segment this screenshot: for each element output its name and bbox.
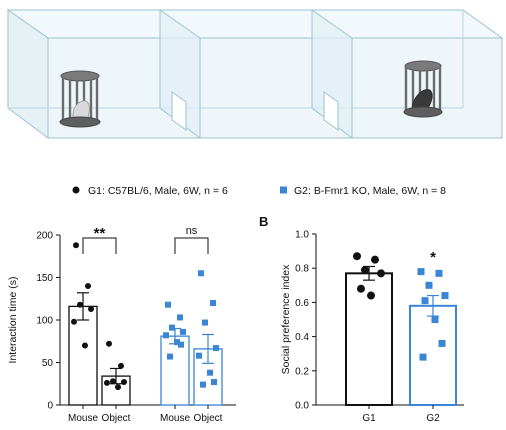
data-point — [88, 305, 94, 312]
y-tick-label: 200 — [36, 231, 53, 242]
data-point — [121, 379, 127, 386]
legend-g2-label: G2: B-Fmr1 KO, Male, 6W, n = 8 — [294, 185, 446, 197]
x-tick-label: Object — [102, 413, 131, 424]
data-point — [180, 328, 186, 335]
legend: G1: C57BL/6, Male, 6W, n = 6 G2: B-Fmr1 … — [72, 185, 446, 197]
apparatus-illustration — [6, 9, 504, 139]
data-point — [82, 342, 88, 349]
y-tick-label: 0.6 — [295, 298, 309, 309]
legend-g2-marker — [280, 186, 287, 194]
y-tick-label: 1.0 — [295, 230, 309, 241]
data-point — [177, 314, 183, 321]
data-point — [211, 379, 217, 386]
data-point — [115, 384, 121, 391]
door-right — [323, 91, 339, 131]
data-point — [357, 284, 365, 293]
y-axis-label: Social preference index — [280, 264, 292, 374]
data-point — [165, 301, 171, 308]
y-axis-label: Interaction time (s) — [7, 277, 19, 364]
apparatus-top-face — [6, 9, 504, 39]
data-point — [196, 352, 202, 359]
significance-label: ** — [94, 225, 106, 242]
panel-letter-b: B — [259, 214, 268, 229]
mouse-in-cage-icon — [411, 89, 433, 109]
significance-label: ns — [186, 225, 198, 237]
y-tick-label: 0.4 — [295, 332, 309, 343]
data-point — [163, 332, 169, 339]
y-tick-label: 0 — [47, 401, 53, 412]
significance-bracket — [174, 237, 209, 254]
data-point — [425, 281, 433, 289]
y-tick-label: 0.0 — [295, 401, 309, 412]
data-point — [106, 340, 112, 347]
x-tick-label: Mouse — [68, 413, 98, 424]
data-point — [178, 341, 184, 348]
apparatus-left-face — [7, 9, 49, 139]
mouse-in-cage-icon — [72, 100, 90, 119]
left-cage-icon — [59, 70, 101, 128]
data-point — [200, 381, 206, 388]
legend-g1-label: G1: C57BL/6, Male, 6W, n = 6 — [88, 185, 228, 197]
y-tick-label: 0.8 — [295, 264, 309, 275]
data-point — [371, 255, 379, 264]
data-point — [367, 291, 375, 300]
significance-label: * — [430, 249, 436, 266]
data-point — [174, 339, 180, 346]
legend-g1-marker — [72, 186, 80, 194]
partition-left — [159, 9, 201, 139]
data-point — [353, 252, 361, 261]
data-point — [438, 339, 446, 347]
data-point — [104, 379, 110, 386]
data-point — [77, 301, 83, 308]
data-point — [207, 369, 213, 376]
door-left — [171, 91, 187, 131]
data-point — [118, 362, 124, 369]
data-point — [435, 269, 443, 277]
bar — [160, 335, 190, 406]
partition-right — [311, 9, 353, 139]
significance-bracket — [82, 237, 117, 254]
y-tick-label: 150 — [36, 273, 53, 284]
data-point — [377, 269, 385, 278]
data-point — [421, 297, 429, 305]
data-point — [361, 265, 369, 274]
data-point — [213, 345, 219, 352]
data-point — [441, 292, 449, 300]
right-cage-icon — [403, 60, 443, 118]
data-point — [431, 316, 439, 323]
x-tick-label: Mouse — [160, 413, 190, 424]
x-tick-label: Object — [194, 413, 223, 424]
data-point — [202, 319, 208, 326]
data-point — [417, 268, 425, 276]
data-point — [419, 353, 427, 361]
data-point — [85, 283, 91, 289]
data-point — [169, 324, 175, 331]
data-point — [110, 378, 116, 385]
y-tick-label: 50 — [42, 358, 54, 369]
data-point — [71, 318, 77, 325]
x-tick-label: G2 — [426, 413, 440, 424]
y-tick-label: 100 — [36, 316, 53, 327]
interaction-time-chart: 0 50 100 150 200 Mouse Object Mouse Object ** ns… — [7, 225, 236, 424]
data-point — [198, 270, 204, 277]
data-point — [167, 353, 173, 360]
data-point — [73, 242, 79, 249]
x-tick-label: G1 — [362, 413, 376, 424]
y-tick-label: 0.2 — [295, 366, 309, 377]
social-preference-chart: B 0.0 0.2 0.4 0.6 0.8 1.0 G1 G2 * Social prefe… — [259, 214, 464, 424]
data-point — [210, 300, 216, 306]
